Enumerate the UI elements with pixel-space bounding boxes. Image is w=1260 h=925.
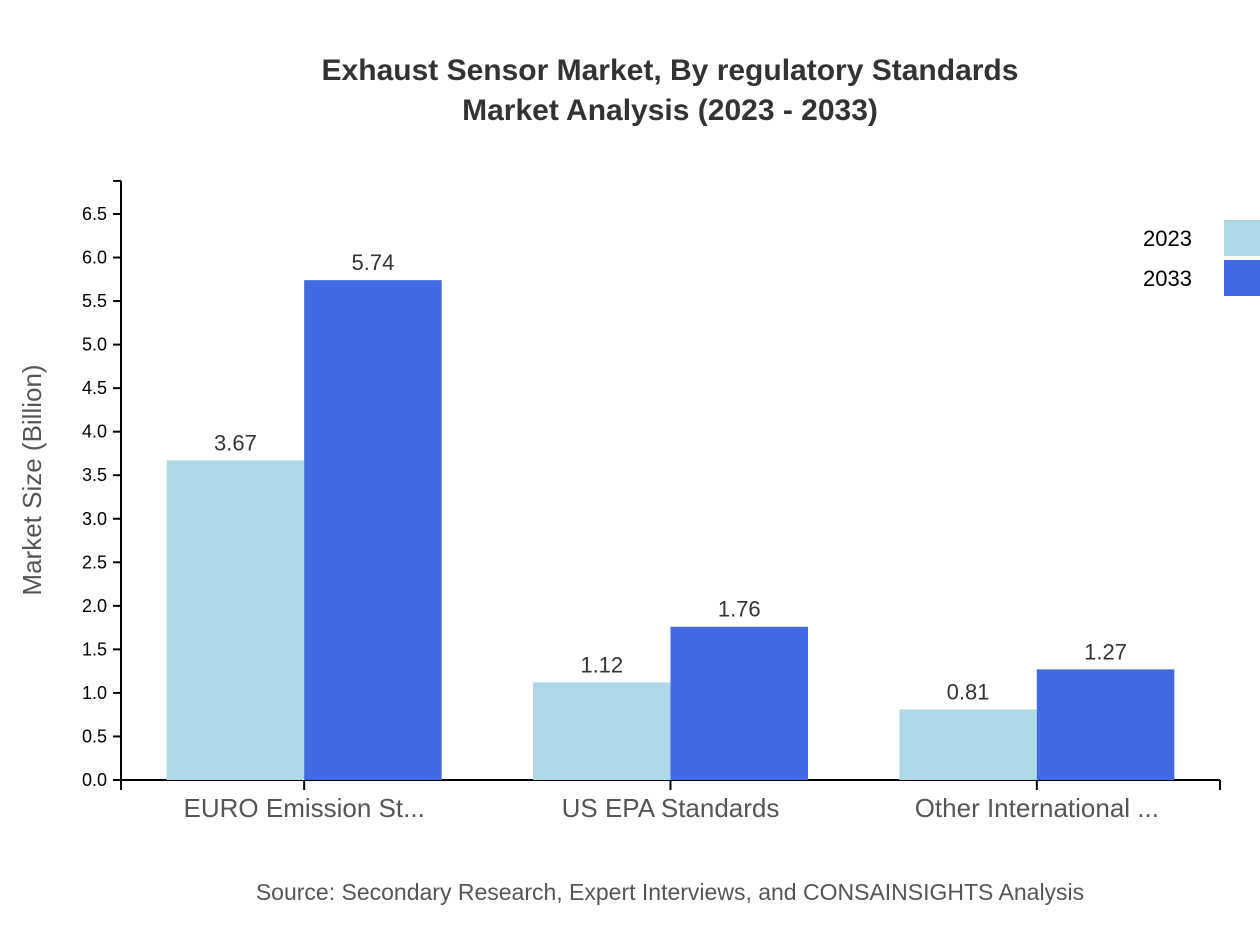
data-label: 0.81 xyxy=(947,679,990,704)
y-tick-label: 3.0 xyxy=(82,509,107,529)
data-label: 1.27 xyxy=(1084,639,1127,664)
y-tick-label: 3.5 xyxy=(82,465,107,485)
bar-2033 xyxy=(670,626,808,780)
y-tick-label: 0.5 xyxy=(82,726,107,746)
bar-2023 xyxy=(166,460,305,780)
source-note: Source: Secondary Research, Expert Inter… xyxy=(256,879,1084,905)
x-tick-label: Other International ... xyxy=(915,793,1159,823)
y-tick-label: 4.5 xyxy=(82,378,107,398)
bar-2023 xyxy=(533,682,671,780)
data-label: 3.67 xyxy=(214,430,257,455)
legend-label: 2033 xyxy=(1143,266,1192,291)
legend-swatch-2023 xyxy=(1224,220,1260,256)
y-tick-label: 2.0 xyxy=(82,596,107,616)
y-axis-label: Market Size (Billion) xyxy=(17,364,47,595)
data-label: 1.76 xyxy=(718,597,761,622)
y-tick-label: 1.5 xyxy=(82,639,107,659)
x-tick-label: EURO Emission St... xyxy=(184,793,425,823)
y-tick-label: 6.5 xyxy=(82,204,107,224)
y-tick-label: 0.0 xyxy=(82,770,107,790)
bar-2023 xyxy=(899,709,1037,780)
x-tick-label: US EPA Standards xyxy=(562,793,780,823)
bar-2033 xyxy=(1036,669,1175,780)
y-tick-label: 6.0 xyxy=(82,248,107,268)
y-tick-label: 5.5 xyxy=(82,291,107,311)
legend-label: 2023 xyxy=(1143,226,1192,251)
y-tick-label: 4.0 xyxy=(82,422,107,442)
y-tick-label: 5.0 xyxy=(82,335,107,355)
y-tick-label: 1.0 xyxy=(82,683,107,703)
bar-2033 xyxy=(304,280,442,780)
chart-subtitle: Market Analysis (2023 - 2033) xyxy=(462,94,878,127)
chart-title: Exhaust Sensor Market, By regulatory Sta… xyxy=(322,54,1019,87)
y-tick-label: 2.5 xyxy=(82,552,107,572)
data-label: 1.12 xyxy=(580,652,623,677)
legend-swatch-2033 xyxy=(1224,260,1260,296)
data-label: 5.74 xyxy=(352,250,395,275)
